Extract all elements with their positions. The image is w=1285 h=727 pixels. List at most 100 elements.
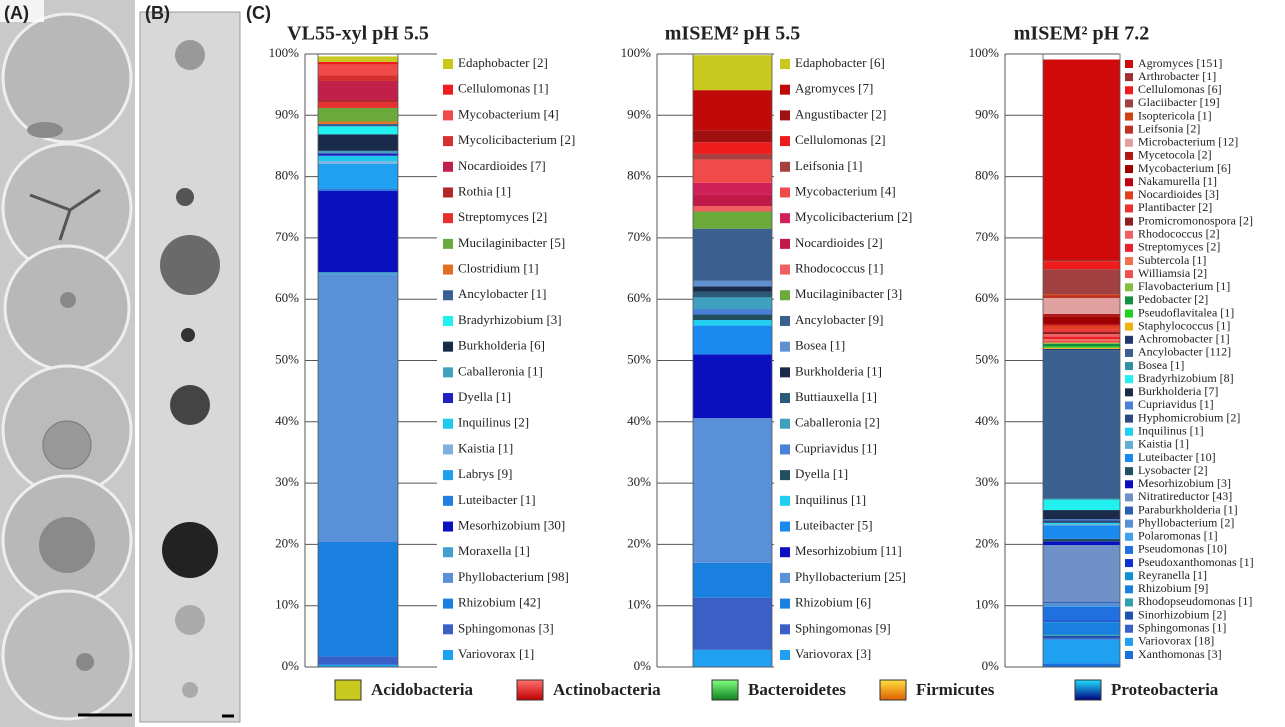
legend-swatch bbox=[1125, 139, 1133, 147]
legend-swatch bbox=[1125, 152, 1133, 160]
legend-label: Mycobacterium [6] bbox=[1138, 161, 1231, 175]
bar-segment bbox=[1043, 519, 1120, 520]
legend-swatch bbox=[780, 599, 790, 609]
legend-label: Rhodopseudomonas [1] bbox=[1138, 594, 1252, 608]
legend-label: Cellulomonas [6] bbox=[1138, 82, 1222, 96]
phylum-swatch bbox=[517, 680, 543, 700]
legend-label: Lysobacter [2] bbox=[1138, 463, 1208, 477]
phylum-label: Acidobacteria bbox=[371, 680, 473, 699]
y-tick-label: 100% bbox=[969, 45, 1000, 60]
legend-label: Rothia [1] bbox=[458, 183, 511, 198]
legend-swatch bbox=[1125, 454, 1133, 462]
bar-segment bbox=[318, 100, 398, 102]
legend-label: Caballeronia [1] bbox=[458, 363, 543, 378]
bar-segment bbox=[318, 151, 398, 153]
legend-swatch bbox=[1125, 651, 1133, 659]
legend-label: Phyllobacterium [2] bbox=[1138, 515, 1234, 529]
legend-label: Staphylococcus [1] bbox=[1138, 318, 1230, 332]
legend-label: Plantibacter [2] bbox=[1138, 200, 1212, 214]
bar-segment bbox=[1043, 332, 1120, 334]
bar-segment bbox=[318, 164, 398, 189]
legend-swatch bbox=[780, 342, 790, 352]
y-tick-label: 60% bbox=[275, 290, 299, 305]
legend-swatch bbox=[780, 444, 790, 454]
legend-label: Cupriavidus [1] bbox=[795, 440, 877, 455]
legend-swatch bbox=[443, 110, 453, 120]
legend-label: Mycobacterium [4] bbox=[795, 183, 896, 198]
legend-swatch bbox=[443, 59, 453, 69]
bar-segment bbox=[1043, 603, 1120, 605]
legend-swatch bbox=[1125, 493, 1133, 501]
y-tick-label: 40% bbox=[975, 413, 999, 428]
legend-label: Nocardioides [7] bbox=[458, 158, 546, 173]
bar-segment bbox=[693, 286, 772, 292]
legend-label: Variovorax [3] bbox=[795, 646, 871, 661]
bar-segment bbox=[693, 55, 772, 90]
legend-label: Variovorax [18] bbox=[1138, 634, 1214, 648]
legend-label: Luteibacter [5] bbox=[795, 518, 873, 533]
chart-title: mISEM² pH 5.5 bbox=[665, 23, 800, 45]
bar-segment bbox=[693, 90, 772, 130]
bar-segment bbox=[693, 563, 772, 598]
y-tick-label: 10% bbox=[627, 597, 651, 612]
legend-label: Reyranella [1] bbox=[1138, 568, 1207, 582]
bar-segment bbox=[1043, 294, 1120, 295]
bar-segment bbox=[1043, 520, 1120, 522]
legend-swatch bbox=[780, 547, 790, 557]
bar-segment bbox=[1043, 337, 1120, 339]
bar-segment bbox=[1043, 316, 1120, 324]
legend-swatch bbox=[443, 162, 453, 172]
bar-segment bbox=[318, 121, 398, 123]
bar-segment bbox=[1043, 346, 1120, 347]
figure: (A) (B) (C) VL55-xyl pH 5.50%10%20%30%40… bbox=[0, 0, 1285, 727]
legend-swatch bbox=[443, 444, 453, 454]
legend-label: Cellulomonas [1] bbox=[458, 81, 549, 96]
legend-label: Inquilinus [1] bbox=[795, 492, 866, 507]
legend-swatch bbox=[1125, 546, 1133, 554]
bar-segment bbox=[693, 354, 772, 418]
legend-label: Pedobacter [2] bbox=[1138, 292, 1208, 306]
chart-title: VL55-xyl pH 5.5 bbox=[287, 23, 429, 45]
legend-swatch bbox=[443, 393, 453, 403]
legend-swatch bbox=[1125, 559, 1133, 567]
legend-label: Luteibacter [1] bbox=[458, 492, 536, 507]
legend-label: Bosea [1] bbox=[795, 338, 845, 353]
legend-swatch bbox=[443, 470, 453, 480]
legend-swatch bbox=[780, 367, 790, 377]
y-tick-label: 60% bbox=[975, 290, 999, 305]
bar-segment bbox=[318, 156, 398, 162]
bar-segment bbox=[1043, 343, 1120, 344]
bar-segment bbox=[1043, 350, 1120, 498]
chart-title: mISEM² pH 7.2 bbox=[1014, 23, 1149, 45]
legend-swatch bbox=[443, 650, 453, 660]
legend-swatch bbox=[443, 239, 453, 249]
legend-label: Ancylobacter [112] bbox=[1138, 345, 1231, 359]
y-tick-label: 90% bbox=[627, 106, 651, 121]
legend-label: Edaphobacter [6] bbox=[795, 55, 885, 70]
bar-segment bbox=[693, 194, 772, 206]
legend-label: Moraxella [1] bbox=[458, 543, 530, 558]
panel-label: (C) bbox=[246, 3, 271, 23]
bar-segment bbox=[1043, 326, 1120, 330]
y-tick-label: 80% bbox=[975, 168, 999, 183]
bar-segment bbox=[693, 598, 772, 650]
bar-segment bbox=[1043, 524, 1120, 525]
legend-swatch bbox=[1125, 467, 1133, 475]
bar-segment bbox=[318, 62, 398, 64]
bar-segment bbox=[1043, 60, 1120, 260]
legend-label: Glaciibacter [19] bbox=[1138, 95, 1220, 109]
bar-segment bbox=[1043, 334, 1120, 336]
bar-segment bbox=[1043, 260, 1120, 261]
bar-segment bbox=[318, 542, 398, 657]
legend-label: Pseudomonas [10] bbox=[1138, 542, 1227, 556]
legend-swatch bbox=[1125, 113, 1133, 121]
bar-segment bbox=[1043, 620, 1120, 621]
y-tick-label: 90% bbox=[975, 106, 999, 121]
legend-swatch bbox=[1125, 572, 1133, 580]
bar-segment bbox=[693, 212, 772, 229]
bar-segment bbox=[693, 183, 772, 195]
legend-label: Mycobacterium [4] bbox=[458, 106, 559, 121]
legend-swatch bbox=[443, 573, 453, 583]
legend-label: Phyllobacterium [25] bbox=[795, 569, 906, 584]
bar-segment bbox=[1043, 339, 1120, 340]
